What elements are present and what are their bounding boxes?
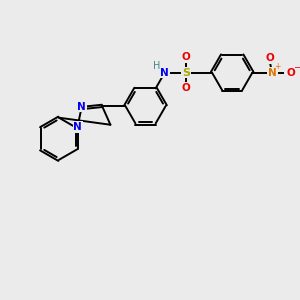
Text: O: O — [266, 53, 274, 63]
Text: H: H — [153, 61, 161, 71]
Text: S: S — [182, 68, 190, 78]
Text: −: − — [293, 62, 300, 71]
Text: N: N — [268, 68, 277, 78]
Text: O: O — [286, 68, 295, 78]
Text: N: N — [74, 122, 82, 132]
Text: O: O — [182, 52, 190, 62]
Text: O: O — [182, 83, 190, 93]
Text: N: N — [160, 68, 169, 78]
Text: N: N — [77, 102, 86, 112]
Text: +: + — [274, 62, 280, 71]
